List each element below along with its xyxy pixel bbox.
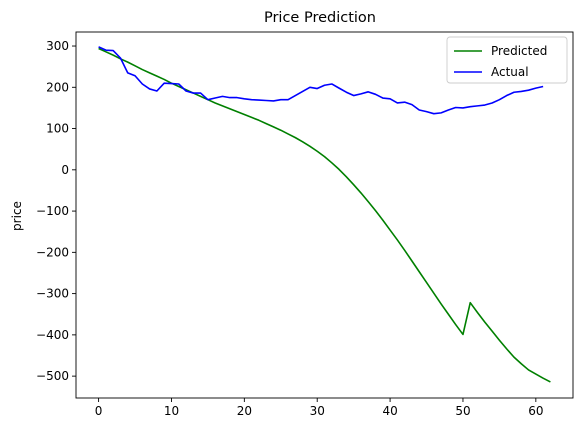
y-tick-label: 100	[46, 122, 69, 136]
series-line-actual	[98, 46, 544, 115]
x-tick-label: 20	[237, 404, 252, 418]
plot-frame	[75, 31, 574, 399]
x-tick-label: 60	[528, 404, 543, 418]
series-line-predicted	[98, 47, 551, 383]
x-tick-label: 30	[310, 404, 325, 418]
axes: 0 10 20 30 40 50 60 300 200 100 0 −100 −200 −300 −400 −…	[36, 31, 574, 418]
legend-label-predicted: Predicted	[491, 44, 547, 58]
y-axis-label: price	[10, 201, 24, 231]
y-tick-label: −200	[36, 245, 69, 259]
y-tick-label: −300	[36, 287, 69, 301]
chart-title: Price Prediction	[264, 10, 376, 26]
y-tick-label: 300	[46, 39, 69, 53]
legend-label-actual: Actual	[491, 65, 529, 79]
y-tick-label: −400	[36, 328, 69, 342]
y-tick-label: −500	[36, 369, 69, 383]
x-tick-label: 40	[382, 404, 397, 418]
y-tick-label: 0	[61, 163, 69, 177]
x-tick-label: 50	[455, 404, 470, 418]
plot-area	[98, 46, 551, 383]
legend: Predicted Actual	[446, 36, 568, 84]
y-tick-label: 200	[46, 80, 69, 94]
x-tick-label: 0	[95, 404, 103, 418]
x-tick-label: 10	[164, 404, 179, 418]
y-tick-label: −100	[36, 204, 69, 218]
